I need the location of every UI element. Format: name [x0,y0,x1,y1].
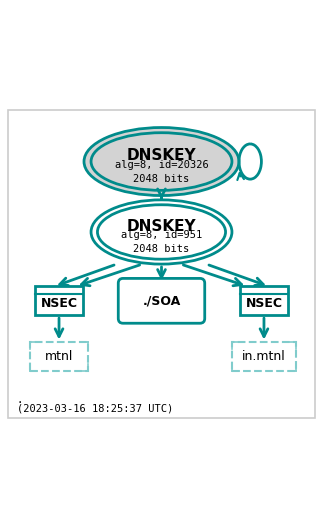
FancyBboxPatch shape [35,286,83,315]
Text: mtnl: mtnl [45,351,73,363]
Text: .: . [17,392,22,406]
Text: alg=8, id=20326
2048 bits: alg=8, id=20326 2048 bits [115,161,208,184]
FancyBboxPatch shape [30,343,88,371]
Text: alg=8, id=951
2048 bits: alg=8, id=951 2048 bits [121,230,202,254]
Ellipse shape [98,205,225,259]
FancyBboxPatch shape [232,343,296,371]
Text: DNSKEY: DNSKEY [127,148,196,163]
FancyBboxPatch shape [8,110,315,418]
FancyBboxPatch shape [240,286,288,315]
Text: in.mtnl: in.mtnl [242,351,286,363]
Text: DNSKEY: DNSKEY [127,219,196,234]
Text: NSEC: NSEC [245,297,283,309]
FancyBboxPatch shape [118,278,205,323]
Ellipse shape [84,128,239,195]
Text: (2023-03-16 18:25:37 UTC): (2023-03-16 18:25:37 UTC) [17,403,174,413]
Ellipse shape [91,133,232,191]
Text: ./SOA: ./SOA [142,294,181,307]
Ellipse shape [91,200,232,264]
Text: NSEC: NSEC [40,297,78,309]
